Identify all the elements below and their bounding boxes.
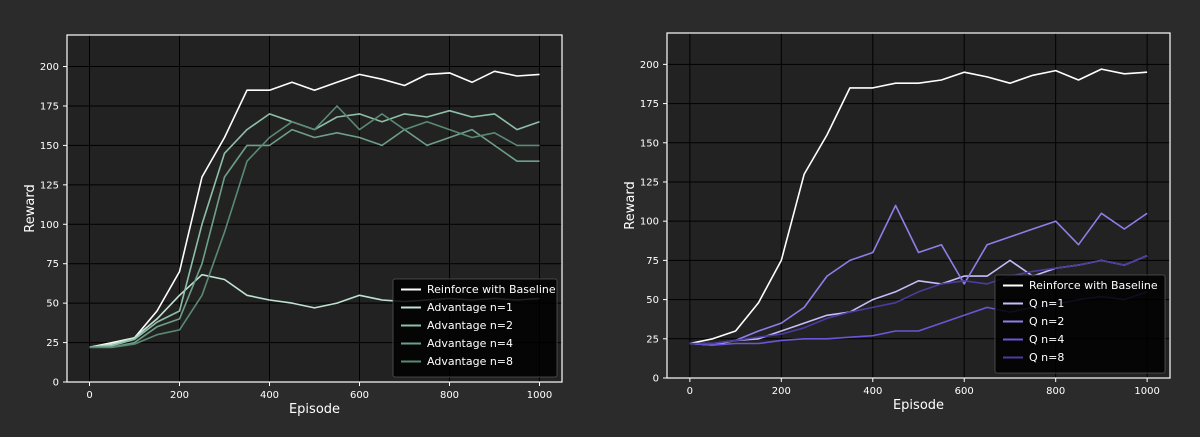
x-tick-label: 0	[687, 386, 693, 397]
y-tick-label: 175	[640, 99, 659, 110]
y-tick-label: 175	[40, 101, 59, 112]
y-tick-label: 50	[646, 295, 659, 306]
series-line-5	[89, 105, 540, 349]
y-tick-label: 125	[40, 180, 59, 191]
series-line-3	[689, 204, 1148, 345]
y-tick-label: 75	[46, 259, 59, 270]
legend-label: Advantage n=4	[427, 337, 513, 350]
series-line-4	[89, 128, 540, 349]
y-tick-label: 0	[53, 378, 59, 389]
x-tick-label: 200	[772, 386, 791, 397]
legend-label: Reinforce with Baseline	[427, 283, 556, 296]
y-tick-label: 100	[640, 217, 659, 228]
x-axis-label: Episode	[893, 398, 944, 413]
legend-label: Advantage n=2	[427, 319, 513, 332]
x-tick-label: 1000	[527, 390, 552, 401]
legend-label: Q n=2	[1029, 315, 1064, 328]
x-axis-label: Episode	[289, 402, 340, 417]
y-tick-label: 50	[46, 299, 59, 310]
chart-panel-2: 0 200 400 600 800 1000 0 25 50 75 100 125 150 175 200 E…	[623, 32, 1171, 413]
series-line-1	[689, 68, 1148, 345]
y-axis-label: Reward	[623, 181, 638, 229]
legend-label: Q n=4	[1029, 333, 1064, 346]
plot-frame	[666, 32, 1171, 379]
y-tick-label: 75	[646, 256, 659, 267]
x-tick-label: 600	[350, 390, 369, 401]
y-axis-label: Reward	[23, 184, 38, 232]
legend-label: Reinforce with Baseline	[1029, 279, 1158, 292]
x-tick-label: 400	[863, 386, 882, 397]
legend-label: Advantage n=1	[427, 301, 513, 314]
x-tick-label: 1000	[1134, 386, 1159, 397]
x-tick-label: 800	[440, 390, 459, 401]
legend-box	[392, 278, 558, 378]
y-tick-label: 25	[646, 334, 659, 345]
legend-label: Q n=1	[1029, 297, 1064, 310]
plot-frame	[66, 34, 563, 383]
legend-label: Advantage n=8	[427, 355, 513, 368]
y-tick-label: 150	[640, 138, 659, 149]
y-tick-label: 125	[640, 177, 659, 188]
y-tick-label: 25	[46, 338, 59, 349]
y-tick-label: 200	[40, 62, 59, 73]
series-line-5	[689, 254, 1148, 345]
y-tick-label: 200	[640, 60, 659, 71]
x-tick-label: 800	[1046, 386, 1065, 397]
series-line-1	[89, 70, 540, 349]
x-tick-label: 0	[86, 390, 92, 401]
chart-panel-1: 0 200 400 600 800 1000 0 25 50 75 100 125 150 175 200 E…	[23, 34, 563, 417]
y-tick-label: 100	[40, 220, 59, 231]
y-tick-label: 150	[40, 141, 59, 152]
x-tick-label: 200	[170, 390, 189, 401]
x-tick-label: 400	[260, 390, 279, 401]
x-tick-label: 600	[955, 386, 974, 397]
legend-box	[994, 274, 1166, 374]
y-tick-label: 0	[653, 374, 659, 385]
legend-label: Q n=8	[1029, 351, 1064, 364]
